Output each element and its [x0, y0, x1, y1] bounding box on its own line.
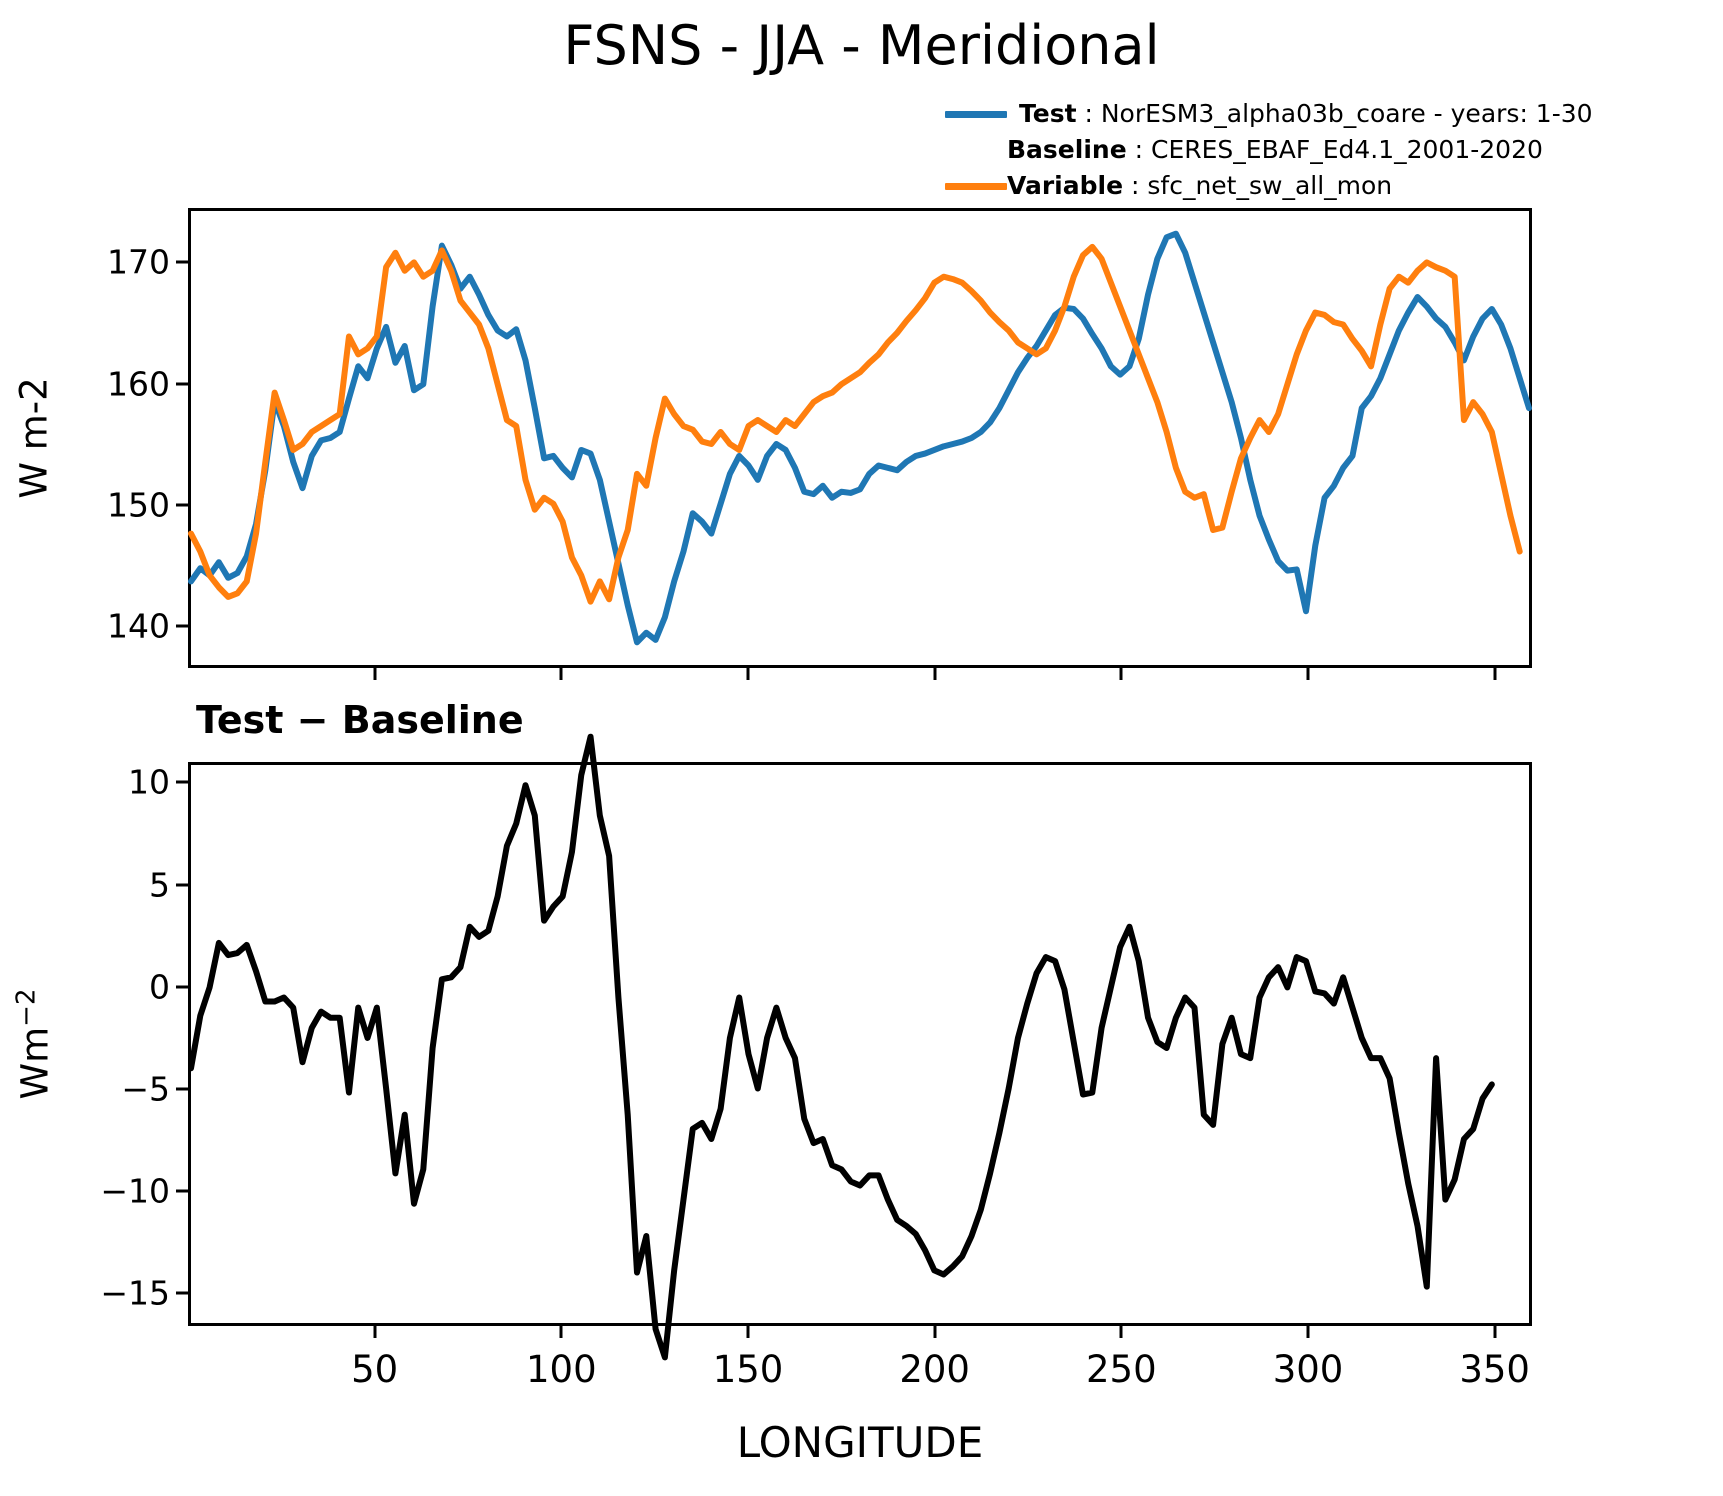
y-tick-mark-bottom [176, 985, 188, 989]
axis-label-y-bottom-main: Wm [13, 1026, 57, 1100]
legend-separator-variable: : [1123, 171, 1148, 200]
y-tick-label-bottom: 5 [149, 865, 170, 905]
legend-separator-baseline: : [1126, 135, 1151, 164]
y-tick-label-bottom: 10 [128, 762, 170, 802]
legend: Test : NorESM3_alpha03b_coare - years: 1… [935, 98, 1635, 206]
data-series-line [191, 234, 1529, 643]
x-tick-mark-top [1119, 668, 1123, 680]
legend-label-baseline: Baseline : CERES_EBAF_Ed4.1_2001-2020 [1007, 134, 1543, 166]
x-tick-mark [1119, 1326, 1123, 1338]
y-tick-mark-top [176, 260, 188, 264]
y-tick-mark-top [176, 503, 188, 507]
plot-panel-bottom [188, 762, 1532, 1326]
x-tick-label: 250 [1086, 1348, 1157, 1391]
legend-key-baseline: Baseline [1007, 135, 1127, 164]
x-tick-label: 50 [351, 1348, 399, 1391]
x-tick-label: 100 [526, 1348, 597, 1391]
y-tick-label-top: 140 [107, 606, 170, 646]
y-tick-label-bottom: −10 [100, 1171, 170, 1211]
x-tick-mark-top [559, 668, 563, 680]
x-tick-label: 200 [899, 1348, 970, 1391]
legend-key-test: Test [1019, 99, 1077, 128]
figure-title: FSNS - JJA - Meridional [563, 14, 1160, 77]
legend-swatch-test [945, 111, 1007, 118]
x-tick-mark-top [1306, 668, 1310, 680]
legend-swatch-variable [945, 183, 1007, 190]
data-series-line [191, 247, 1520, 602]
legend-value-test: NorESM3_alpha03b_coare - years: 1-30 [1100, 99, 1593, 128]
x-tick-label: 350 [1459, 1348, 1530, 1391]
y-tick-label-top: 150 [107, 485, 170, 525]
data-series-line [191, 737, 1492, 1358]
x-tick-label: 300 [1272, 1348, 1344, 1391]
axis-label-x: LONGITUDE [736, 1418, 984, 1467]
y-tick-mark-bottom [176, 1291, 188, 1295]
legend-key-variable: Variable [1007, 171, 1124, 200]
x-tick-mark-top [933, 668, 937, 680]
y-tick-mark-top [176, 624, 188, 628]
panel-subtitle-difference: Test − Baseline [196, 698, 524, 742]
plot-lines-top [191, 211, 1529, 665]
legend-label-test: Test : NorESM3_alpha03b_coare - years: 1… [1019, 98, 1593, 130]
y-tick-mark-bottom [176, 780, 188, 784]
x-tick-mark [933, 1326, 937, 1338]
y-tick-label-top: 170 [107, 242, 170, 282]
legend-value-variable: sfc_net_sw_all_mon [1147, 171, 1393, 200]
x-tick-mark [559, 1326, 563, 1338]
legend-separator-test: : [1076, 99, 1101, 128]
x-tick-mark [1493, 1326, 1497, 1338]
plot-panel-top [188, 208, 1532, 668]
legend-value-baseline: CERES_EBAF_Ed4.1_2001-2020 [1150, 135, 1543, 164]
axis-label-y-top: W m-2 [12, 377, 56, 499]
y-tick-label-top: 160 [107, 364, 170, 404]
y-tick-label-bottom: −5 [121, 1069, 170, 1109]
legend-label-variable: Variable : sfc_net_sw_all_mon [1007, 170, 1392, 202]
x-tick-mark [1306, 1326, 1310, 1338]
x-tick-mark [746, 1326, 750, 1338]
x-tick-mark-top [746, 668, 750, 680]
y-tick-mark-bottom [176, 1189, 188, 1193]
axis-label-y-bottom: Wm−2 [11, 989, 56, 1100]
y-tick-mark-top [176, 382, 188, 386]
x-tick-label: 150 [712, 1348, 784, 1391]
x-tick-mark [373, 1326, 377, 1338]
y-tick-mark-bottom [176, 883, 188, 887]
axis-label-y-bottom-exponent: −2 [11, 988, 42, 1027]
plot-lines-bottom [191, 765, 1529, 1323]
y-tick-mark-bottom [176, 1087, 188, 1091]
y-tick-label-bottom: 0 [149, 967, 170, 1007]
x-tick-mark-top [373, 668, 377, 680]
x-tick-mark-top [1493, 668, 1497, 680]
y-tick-label-bottom: −15 [100, 1273, 170, 1313]
